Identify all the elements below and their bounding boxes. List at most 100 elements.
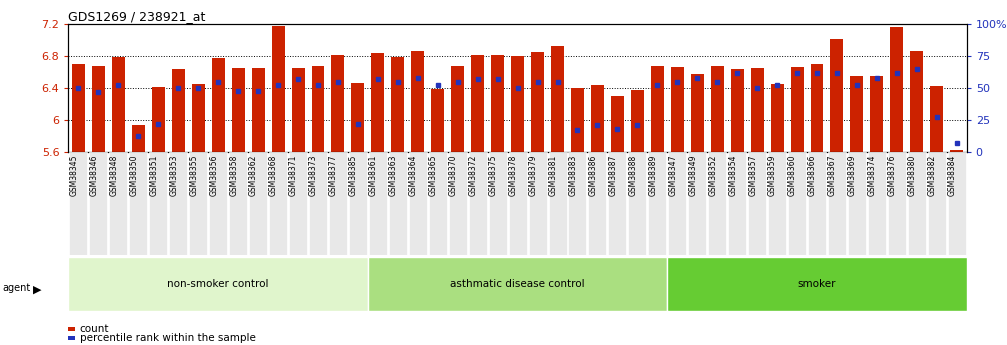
FancyBboxPatch shape [389, 152, 407, 255]
Bar [890, 27, 903, 152]
Text: GSM38383: GSM38383 [569, 155, 577, 196]
Text: GSM38374: GSM38374 [868, 155, 877, 196]
Bar [491, 55, 505, 152]
FancyBboxPatch shape [169, 152, 187, 255]
Text: GSM38356: GSM38356 [209, 155, 219, 196]
Text: GSM38379: GSM38379 [529, 155, 538, 196]
Bar [811, 64, 824, 152]
FancyBboxPatch shape [588, 152, 606, 255]
Text: GSM38372: GSM38372 [468, 155, 477, 196]
FancyBboxPatch shape [509, 152, 527, 255]
Bar [951, 150, 964, 152]
Bar [471, 55, 484, 152]
Bar [910, 51, 923, 152]
FancyBboxPatch shape [948, 152, 966, 255]
Bar [272, 26, 285, 152]
Bar [551, 46, 564, 152]
Text: ▶: ▶ [33, 285, 41, 295]
Text: GSM38384: GSM38384 [948, 155, 957, 196]
Text: GSM38385: GSM38385 [348, 155, 357, 196]
Bar [591, 85, 604, 152]
Text: GSM38364: GSM38364 [409, 155, 418, 196]
FancyBboxPatch shape [529, 152, 547, 255]
FancyBboxPatch shape [608, 152, 626, 255]
FancyBboxPatch shape [828, 152, 846, 255]
Bar [191, 84, 204, 152]
Bar [152, 87, 165, 152]
Bar [711, 67, 724, 152]
Text: GSM38346: GSM38346 [90, 155, 99, 196]
Bar [851, 76, 863, 152]
FancyBboxPatch shape [688, 152, 706, 255]
Bar [930, 86, 944, 152]
Bar [451, 66, 464, 152]
Bar [68, 257, 368, 310]
FancyBboxPatch shape [927, 152, 946, 255]
FancyBboxPatch shape [868, 152, 886, 255]
Text: GSM38353: GSM38353 [169, 155, 178, 196]
Text: GSM38365: GSM38365 [429, 155, 438, 196]
Text: GSM38359: GSM38359 [768, 155, 777, 196]
Text: GSM38370: GSM38370 [449, 155, 458, 196]
Text: GSM38376: GSM38376 [888, 155, 897, 196]
FancyBboxPatch shape [468, 152, 486, 255]
Text: agent: agent [2, 283, 30, 293]
FancyBboxPatch shape [848, 152, 866, 255]
Bar [611, 96, 624, 152]
Text: non-smoker control: non-smoker control [167, 279, 269, 289]
FancyBboxPatch shape [369, 152, 387, 255]
Bar [292, 68, 304, 152]
FancyBboxPatch shape [569, 152, 586, 255]
FancyBboxPatch shape [209, 152, 228, 255]
FancyBboxPatch shape [349, 152, 367, 255]
Bar [512, 56, 524, 152]
Text: GSM38361: GSM38361 [369, 155, 378, 196]
FancyBboxPatch shape [768, 152, 786, 255]
Bar [112, 57, 125, 152]
Text: GSM38381: GSM38381 [549, 155, 558, 196]
FancyBboxPatch shape [708, 152, 726, 255]
Bar [831, 39, 844, 152]
Bar [668, 257, 967, 310]
Text: GSM38380: GSM38380 [908, 155, 916, 196]
FancyBboxPatch shape [189, 152, 207, 255]
Bar [770, 84, 783, 152]
Text: GSM38367: GSM38367 [828, 155, 837, 196]
Bar [531, 52, 544, 152]
Text: GSM38387: GSM38387 [608, 155, 617, 196]
FancyBboxPatch shape [69, 152, 88, 255]
Bar [870, 76, 883, 152]
Text: GSM38369: GSM38369 [848, 155, 857, 196]
Text: GSM38349: GSM38349 [688, 155, 697, 196]
Text: smoker: smoker [798, 279, 836, 289]
Bar [311, 66, 324, 152]
Text: GSM38354: GSM38354 [728, 155, 737, 196]
Text: GSM38371: GSM38371 [289, 155, 298, 196]
Bar [331, 55, 344, 152]
Bar [71, 64, 85, 152]
Text: GSM38375: GSM38375 [488, 155, 497, 196]
Bar [630, 90, 643, 152]
Bar [368, 257, 668, 310]
Text: GSM38355: GSM38355 [189, 155, 198, 196]
FancyBboxPatch shape [90, 152, 108, 255]
Text: GSM38348: GSM38348 [110, 155, 119, 196]
Text: GSM38378: GSM38378 [509, 155, 518, 196]
Text: GSM38345: GSM38345 [69, 155, 79, 196]
Text: percentile rank within the sample: percentile rank within the sample [80, 333, 256, 343]
Text: GSM38352: GSM38352 [708, 155, 717, 196]
FancyBboxPatch shape [249, 152, 267, 255]
FancyBboxPatch shape [129, 152, 147, 255]
Text: GSM38382: GSM38382 [927, 155, 937, 196]
Bar [651, 66, 664, 152]
FancyBboxPatch shape [728, 152, 746, 255]
Text: asthmatic disease control: asthmatic disease control [450, 279, 585, 289]
FancyBboxPatch shape [888, 152, 906, 255]
Bar [571, 88, 584, 152]
Text: GSM38366: GSM38366 [808, 155, 817, 196]
Bar [691, 73, 704, 152]
Text: GSM38373: GSM38373 [309, 155, 318, 196]
FancyBboxPatch shape [289, 152, 307, 255]
Text: GSM38347: GSM38347 [669, 155, 678, 196]
Bar [351, 83, 365, 152]
